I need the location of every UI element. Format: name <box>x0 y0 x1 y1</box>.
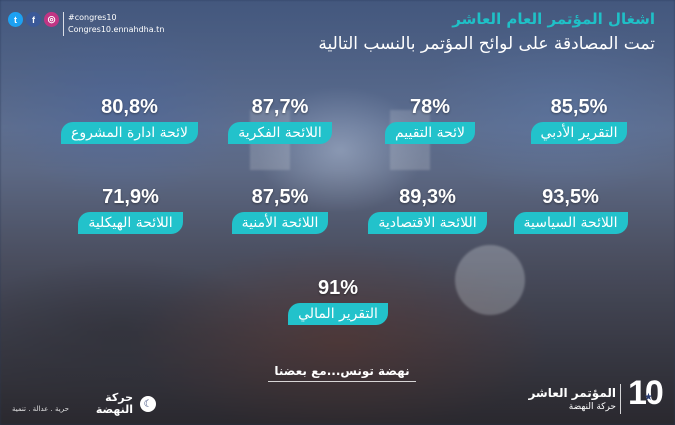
result-item: 87,5% اللائحة الأمنية <box>215 186 345 234</box>
crescent-icon: ☾ <box>140 396 156 412</box>
slogan: نهضة تونس...مع بعضنا <box>274 364 410 378</box>
resolution-label: اللائحة الأمنية <box>231 212 329 234</box>
party-motto: حرية . عدالة . تنمية <box>12 405 69 413</box>
social-tags: #congres10 Congres10.ennahdha.tn <box>68 12 164 36</box>
hashtag: #congres10 <box>68 13 117 22</box>
resolution-label: لائحة ادارة المشروع <box>60 122 198 144</box>
congress-title: المؤتمر العاشر <box>528 386 616 400</box>
social-links: t f ◎ <box>8 12 59 27</box>
instagram-icon[interactable]: ◎ <box>44 12 59 27</box>
congress-subtitle: حركة النهضة <box>568 402 616 412</box>
congress-logo-backdrop <box>455 245 525 315</box>
congress-number-logo: 10 <box>628 374 664 412</box>
resolution-label: لائحة التقييم <box>384 122 476 144</box>
congress-mark-text: المؤتمر العاشر حركة النهضة <box>528 386 616 412</box>
resolution-label: التقرير المالي <box>288 303 388 325</box>
percent-value: 78% <box>409 96 451 118</box>
result-item: 78% لائحة التقييم <box>365 96 495 144</box>
percent-value: 80,8% <box>101 96 158 118</box>
resolution-label: التقرير الأدبي <box>530 122 628 144</box>
result-item: 93,5% اللائحة السياسية <box>498 186 643 234</box>
result-item: 91% التقرير المالي <box>273 277 403 325</box>
percent-value: 87,7% <box>251 96 309 118</box>
star-icon: ★ <box>644 392 653 403</box>
percent-value: 93,5% <box>542 186 599 208</box>
result-item: 85,5% التقرير الأدبي <box>514 96 644 144</box>
percent-value: 85,5% <box>550 96 608 118</box>
resolution-label: اللائحة الاقتصادية <box>368 212 487 234</box>
website-link[interactable]: Congres10.ennahdha.tn <box>68 25 165 34</box>
result-item: 87,7% اللائحة الفكرية <box>215 96 345 144</box>
percent-value: 91% <box>317 277 359 299</box>
percent-value: 71,9% <box>102 186 159 208</box>
twitter-icon[interactable]: t <box>8 12 23 27</box>
resolution-label: اللائحة الهيكلية <box>78 212 183 234</box>
result-item: 80,8% لائحة ادارة المشروع <box>52 96 207 144</box>
resolution-label: اللائحة الفكرية <box>228 122 332 144</box>
page-subtitle: تمت المصادقة على لوائح المؤتمر بالنسب ال… <box>318 34 655 54</box>
party-name-line1: حركة <box>105 391 133 404</box>
page-title: اشغال المؤتمر العام العاشر <box>452 10 655 28</box>
result-item: 89,3% اللائحة الاقتصادية <box>355 186 500 234</box>
result-item: 71,9% اللائحة الهيكلية <box>58 186 203 234</box>
party-name-line2: النهضة <box>95 403 133 416</box>
congress-divider <box>620 384 621 414</box>
resolution-label: اللائحة السياسية <box>513 212 628 234</box>
facebook-icon[interactable]: f <box>26 12 41 27</box>
slogan-underline <box>268 381 416 382</box>
social-divider <box>63 12 64 36</box>
percent-value: 87,5% <box>251 186 309 208</box>
party-logo-text: حركة النهضة <box>83 392 133 416</box>
percent-value: 89,3% <box>399 186 456 208</box>
